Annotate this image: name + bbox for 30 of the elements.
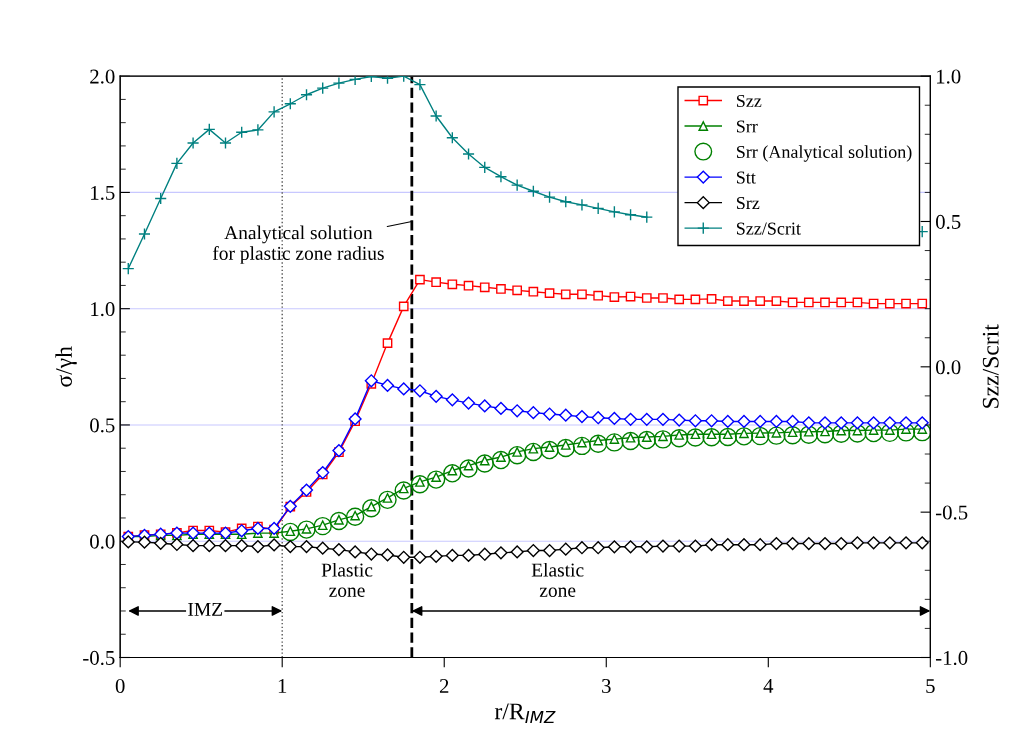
x-tick-label: 2	[439, 678, 449, 693]
y-tick-label: 1.5	[91, 185, 115, 200]
legend-label: Srr (Analytical solution)	[736, 145, 912, 162]
legend-label: Szz	[736, 94, 762, 108]
y-axis-title: σ/γh	[55, 346, 77, 387]
x-axis-title: r/R$_{IMZ}$	[494, 703, 556, 724]
legend-label: Srz	[736, 196, 760, 210]
legend-label: Srr	[736, 120, 758, 133]
y2-tick-label: -1.0	[935, 650, 968, 666]
x-tick-label: 3	[602, 678, 611, 693]
x-tick-label: 4	[763, 679, 774, 693]
y-tick-label: 0.0	[90, 534, 115, 549]
y2-tick-label: -0.5	[935, 505, 968, 520]
annotation: Elastic zone	[531, 562, 584, 597]
y-tick-label: -0.5	[83, 650, 115, 666]
legend-label: Stt	[736, 171, 756, 184]
legend-label: Szz/Scrit	[736, 222, 801, 235]
y-tick-label: 2.0	[90, 69, 115, 84]
x-tick-label: 0	[115, 678, 125, 693]
x-tick-label: 5	[926, 679, 935, 693]
y-tick-label: 0.5	[90, 418, 115, 433]
y2-axis-title: Szz/Scrit	[982, 324, 999, 408]
y-tick-label: 1.0	[91, 302, 115, 317]
ref-line-label: Analytical solution for plastic zone radius	[212, 225, 384, 264]
x-tick-label: 1	[278, 679, 287, 693]
annotation: Plastic zone	[321, 562, 373, 597]
y2-tick-label: 1.0	[937, 69, 961, 84]
annotation: IMZ	[188, 602, 222, 616]
y2-tick-label: 0.0	[935, 360, 961, 375]
y2-tick-label: 0.5	[935, 214, 961, 230]
